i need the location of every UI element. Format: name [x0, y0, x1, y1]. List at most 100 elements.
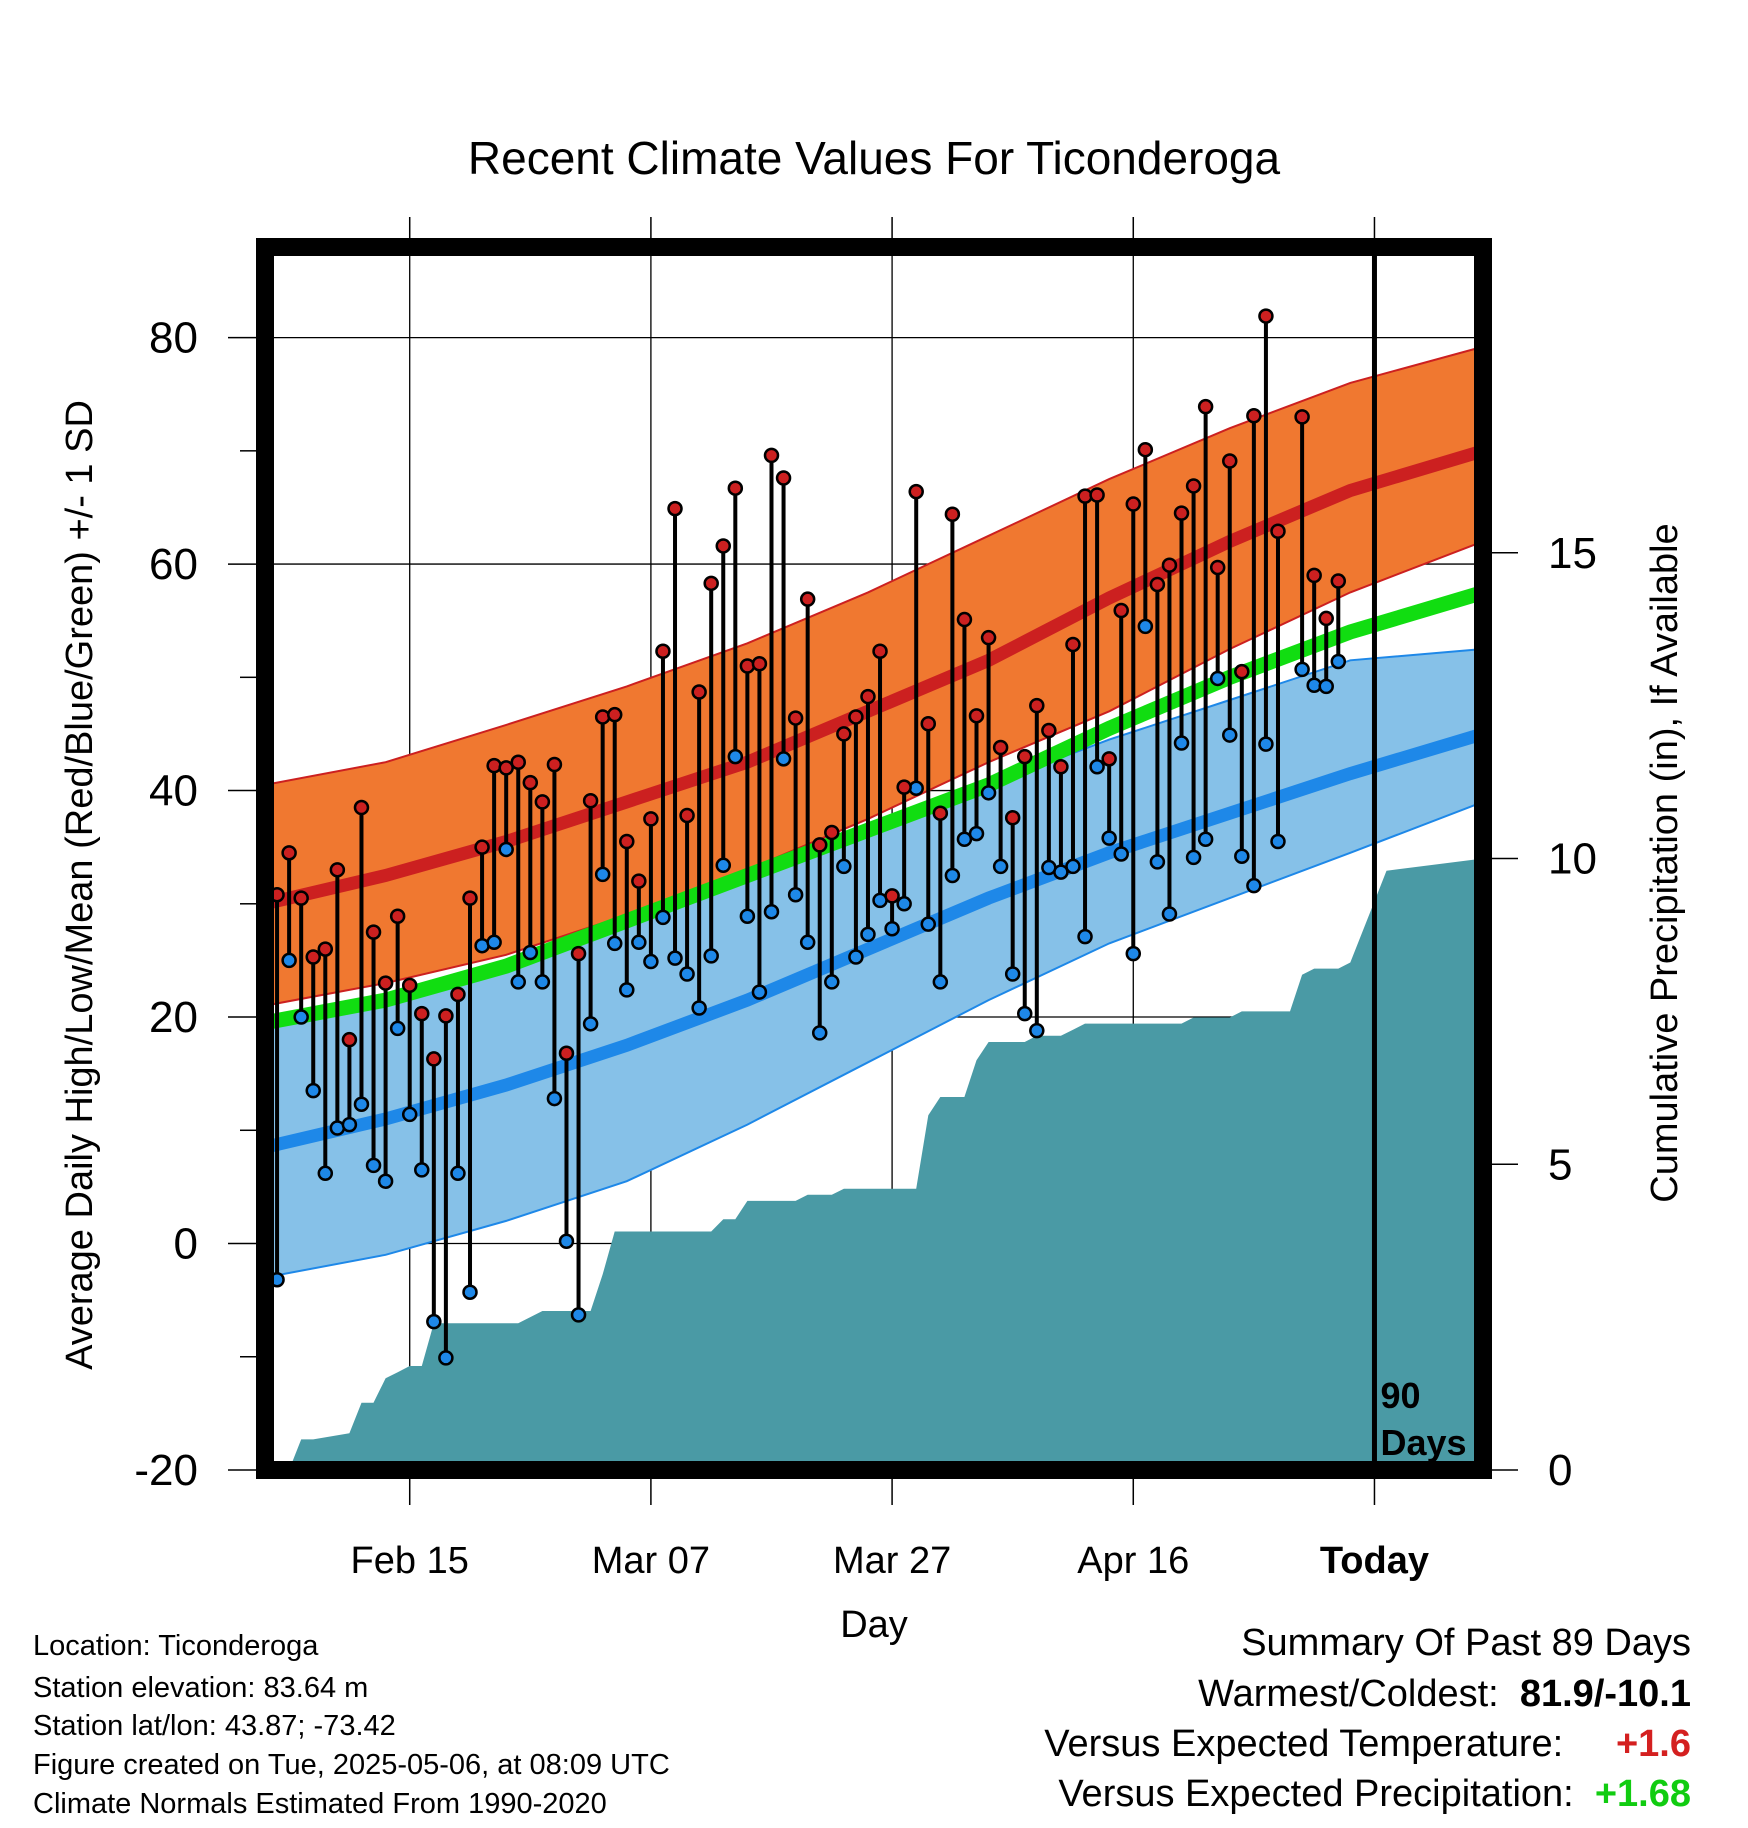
summary-temperature: Versus Expected Temperature: +1.6 — [1044, 1723, 1691, 1766]
low-point — [606, 935, 623, 952]
high-point — [667, 500, 683, 517]
low-point — [824, 974, 840, 990]
low-point — [848, 949, 864, 965]
y-tick-label: 60 — [149, 540, 198, 589]
low-point — [860, 926, 876, 943]
low-point — [1209, 670, 1226, 687]
high-point — [341, 1031, 358, 1048]
high-point — [811, 837, 828, 853]
today-marker-number: 90 — [1380, 1375, 1420, 1416]
low-point — [751, 984, 768, 1000]
y-axis-label: Average Daily High/Low/Mean (Red/Blue/Gr… — [59, 400, 101, 1370]
high-point — [679, 807, 695, 824]
low-point — [341, 1116, 358, 1133]
low-point — [1077, 928, 1093, 945]
high-point — [1029, 697, 1045, 714]
location-text: Location: Ticonderoga — [33, 1630, 319, 1662]
low-point — [1222, 727, 1238, 743]
high-point — [787, 710, 804, 726]
low-point — [462, 1284, 478, 1300]
low-point — [498, 841, 514, 858]
y-tick-label: 40 — [149, 767, 198, 816]
low-point — [486, 934, 502, 951]
high-point — [824, 824, 840, 841]
high-point — [305, 949, 321, 965]
precip-label: Versus Expected Precipitation: — [1058, 1773, 1574, 1815]
high-point — [956, 611, 973, 628]
high-point — [1125, 496, 1142, 512]
low-point — [594, 866, 611, 883]
low-point — [655, 909, 671, 926]
low-point — [775, 751, 792, 767]
high-point — [860, 688, 876, 705]
high-point — [751, 655, 768, 672]
low-point — [450, 1165, 466, 1182]
high-point — [872, 643, 888, 660]
high-point — [1053, 759, 1069, 775]
high-point — [1089, 487, 1105, 503]
temp-value: +1.6 — [1615, 1723, 1691, 1765]
high-point — [1173, 505, 1190, 521]
high-point — [1330, 573, 1347, 589]
normals-text: Climate Normals Estimated From 1990-2020 — [33, 1788, 607, 1820]
high-point — [1234, 663, 1250, 680]
summary-heading: Summary Of Past 89 Days — [1241, 1622, 1691, 1664]
high-point — [594, 709, 611, 725]
high-point — [1185, 478, 1202, 494]
high-point — [968, 708, 985, 724]
high-point — [1258, 308, 1274, 324]
high-point — [293, 890, 309, 906]
high-point — [558, 1045, 575, 1062]
low-point — [1113, 846, 1129, 862]
low-point — [619, 982, 635, 998]
high-point — [631, 873, 647, 889]
high-point — [980, 629, 997, 646]
high-point — [1318, 610, 1334, 627]
low-point — [510, 974, 526, 990]
plot-frame — [256, 238, 1492, 1479]
high-point — [1246, 407, 1262, 424]
low-point — [317, 1165, 334, 1182]
high-point — [389, 908, 406, 925]
low-normal-line — [265, 727, 1483, 1154]
high-point — [932, 805, 949, 821]
high-point — [944, 506, 961, 522]
low-point — [1173, 735, 1190, 751]
high-point — [450, 986, 466, 1003]
low-point — [1161, 906, 1178, 922]
plot-area: 90 Days -20 0 20 40 60 80 0 5 10 15 Feb 15 Mar 07 Mar … — [134, 217, 1597, 1582]
high-point — [582, 792, 599, 809]
low-point — [377, 1173, 394, 1189]
high-point — [896, 779, 912, 795]
high-point — [317, 941, 334, 957]
low-point — [426, 1313, 442, 1330]
low-point — [582, 1016, 599, 1032]
low-point — [1125, 945, 1142, 962]
high-point — [438, 1008, 454, 1024]
low-point — [703, 948, 719, 964]
low-point — [1089, 759, 1105, 775]
precipitation-area — [265, 858, 1483, 1470]
y2-tick-label: 0 — [1548, 1446, 1572, 1495]
low-point — [1234, 848, 1250, 864]
low-point — [522, 944, 539, 961]
low-point — [992, 858, 1009, 875]
high-point — [920, 715, 937, 732]
low-point — [1029, 1022, 1045, 1039]
elevation-text: Station elevation: 83.64 m — [33, 1672, 369, 1704]
high-point — [763, 447, 780, 464]
high-point — [1065, 636, 1081, 653]
summary-warm-cold: Warmest/Coldest: 81.9/-10.1 — [1198, 1673, 1691, 1716]
high-point — [414, 1005, 430, 1022]
low-point — [739, 908, 756, 925]
plot-content — [265, 247, 1483, 1470]
low-point — [944, 867, 961, 884]
high-point — [377, 975, 394, 991]
high-point — [884, 888, 900, 904]
high-point — [522, 774, 539, 791]
warm-cold-label: Warmest/Coldest: — [1198, 1673, 1499, 1715]
low-point — [1185, 849, 1202, 866]
high-point — [606, 706, 623, 723]
high-point — [1149, 576, 1166, 593]
high-point — [534, 794, 551, 810]
